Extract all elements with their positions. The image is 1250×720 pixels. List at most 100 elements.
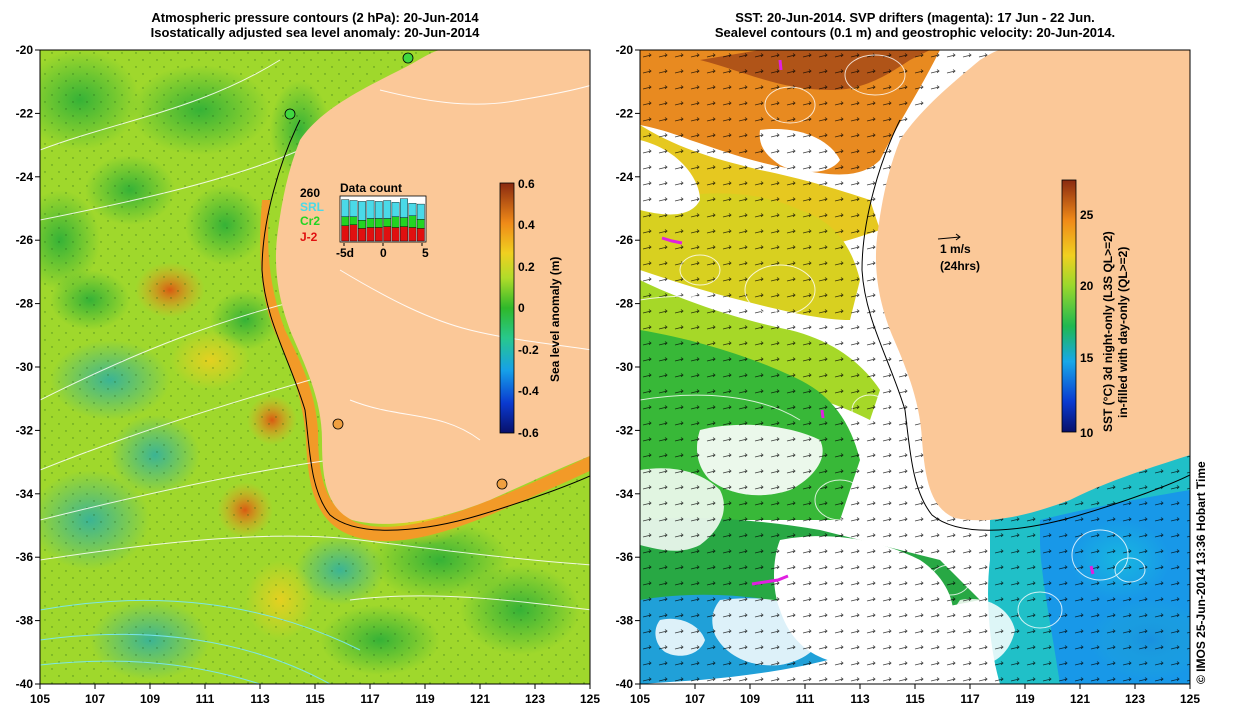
data-count-bar-j2 [400,226,408,242]
lat-tick-label: -28 [16,297,34,311]
sla-tick: -0.6 [518,426,539,440]
legend-j2: J-2 [300,230,318,244]
lon-tick-label: 115 [305,692,325,706]
sst-colorbar: 25 20 15 10 SST (°C) 3d night-only (L3S … [1061,179,1130,440]
left-map [40,50,590,684]
sst-tick: 20 [1080,279,1094,293]
lon-tick-label: 109 [740,692,760,706]
lat-tick-label: -26 [616,233,634,247]
data-count-tick: 5 [422,246,429,260]
left-title-line2: Isostatically adjusted sea level anomaly… [150,25,480,40]
tide-gauge-marker [496,478,508,490]
lat-tick-label: -28 [616,297,634,311]
sst-tick: 10 [1080,426,1094,440]
lat-tick-label: -32 [616,423,634,437]
australia-landmass-right [875,50,1190,521]
data-count-bar-cr2 [416,219,425,229]
data-count-bar-j2 [366,227,375,242]
data-count-bar-srl [349,200,358,217]
data-count-bar-cr2 [366,218,375,228]
left-title-line1: Atmospheric pressure contours (2 hPa): 2… [151,10,479,25]
lon-tick-label: 111 [796,692,815,706]
data-count-bar-srl [400,198,408,218]
data-count-bar-j2 [383,226,392,242]
data-count-bar-j2 [341,225,350,242]
lon-tick-label: 111 [196,692,215,706]
data-count-bar-cr2 [408,215,417,228]
data-count-tick: 0 [380,246,387,260]
lon-tick-label: 123 [1125,692,1145,706]
data-count-bar-cr2 [400,217,408,227]
velocity-scale-sublabel: (24hrs) [940,259,980,273]
lat-tick-label: -20 [616,43,634,57]
lat-tick-label: -32 [16,423,34,437]
data-count-title: Data count [340,181,402,195]
sla-tick: 0.4 [518,218,535,232]
lat-tick-label: -36 [16,550,34,564]
data-count-bar-cr2 [349,216,358,225]
lon-tick-label: 125 [580,692,600,706]
sealevel-contours [640,54,1146,629]
data-count-tick: -5d [336,246,354,260]
tide-gauge-marker [332,418,344,430]
lon-tick-label: 117 [360,692,380,706]
data-count-inset: Data count 260 SRL Cr2 J-2 -5d 0 5 [300,181,429,260]
tide-gauge-marker [284,108,296,120]
lon-tick-label: 125 [1180,692,1200,706]
lon-tick-label: 105 [630,692,650,706]
lon-tick-label: 119 [1015,692,1035,706]
data-count-bar-srl [391,202,400,217]
lat-tick-label: -40 [16,677,34,691]
data-count-bars [341,198,425,242]
data-count-bar-srl [408,202,417,216]
lon-tick-label: 117 [960,692,980,706]
sla-tick: -0.4 [518,384,539,398]
data-count-bar-j2 [374,227,383,242]
sla-colorbar: 0.6 0.4 0.2 0 -0.2 -0.4 -0.6 Sea level a… [499,177,562,440]
data-count-bar-srl [416,203,425,220]
lon-tick-label: 105 [30,692,50,706]
lat-tick-label: -24 [16,170,34,184]
lat-tick-label: -30 [16,360,34,374]
lat-tick-label: -34 [16,487,34,501]
data-count-bar-srl [366,200,375,219]
data-count-bar-srl [358,201,366,221]
lat-tick-label: -40 [616,677,634,691]
lon-tick-label: 113 [250,692,270,706]
lat-tick-label: -26 [16,233,34,247]
lat-tick-label: -34 [616,487,634,501]
lat-tick-label: -22 [616,106,634,120]
sst-colorbar-label-line2: in-filled with day-only (QL>=2) [1116,247,1130,418]
lat-tick-label: -24 [616,170,634,184]
data-count-bar-srl [374,201,383,219]
sst-colorbar-label-line1: SST (°C) 3d night-only (L3S QL>=2) [1101,231,1115,432]
data-count-bar-cr2 [391,216,400,228]
right-map [640,50,1190,684]
lat-tick-label: -22 [16,106,34,120]
data-count-bar-cr2 [374,218,383,228]
tide-gauge-marker [402,52,414,64]
lon-tick-label: 113 [850,692,870,706]
data-count-bar-srl [383,200,392,219]
lon-tick-label: 107 [685,692,705,706]
lon-tick-label: 115 [905,692,925,706]
data-count-bar-j2 [416,228,425,242]
pressure-contours [40,59,590,611]
lon-tick-label: 121 [1070,692,1090,706]
lat-tick-label: -20 [16,43,34,57]
sst-tick: 25 [1080,208,1094,222]
legend-srl: SRL [300,200,324,214]
sla-tick: 0 [518,301,525,315]
right-title-line2: Sealevel contours (0.1 m) and geostrophi… [714,25,1116,40]
legend-260: 260 [300,186,320,200]
data-count-bar-j2 [349,224,358,242]
data-count-bar-j2 [358,228,366,242]
data-count-bar-cr2 [383,218,392,227]
sla-tick: 0.6 [518,177,535,191]
data-count-bar-srl [341,199,350,217]
sla-tick: 0.2 [518,260,535,274]
data-count-bar-j2 [408,227,417,242]
